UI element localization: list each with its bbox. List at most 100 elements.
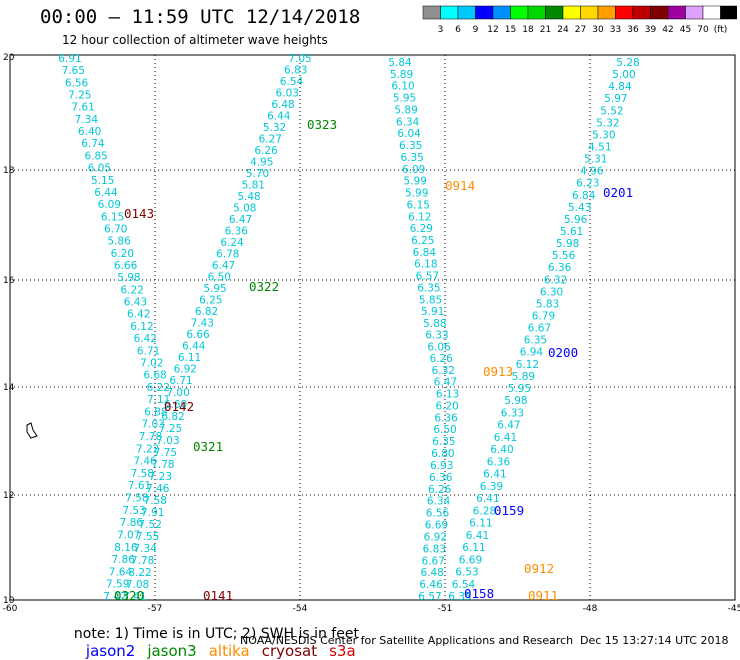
pass-time-label: 0911 [528,588,558,603]
swh-value: 4.95 [250,157,273,169]
swh-value: 6.42 [134,333,157,345]
pass-time-label: 0913 [483,364,513,379]
swh-value: 6.50 [433,424,456,436]
swh-value: 5.99 [405,188,428,200]
swh-value: 7.00 [166,387,189,399]
swh-value: 6.25 [411,235,434,247]
colorbar-tick-label: 21 [540,25,551,35]
swh-value: 6.26 [254,145,278,157]
map-frame [9,54,736,601]
swh-value: 6.88 [144,406,167,418]
colorbar-tick-label: 36 [627,25,639,35]
pass-time-label: 0912 [524,561,554,576]
swh-value: 6.41 [476,493,499,505]
swh-value: 7.07 [117,529,140,541]
swh-value: 5.15 [91,175,114,187]
generation-timestamp: Dec 15 13:27:14 UTC 2018 [580,634,729,647]
swh-value: 6.66 [186,329,210,341]
swh-value: 6.56 [426,508,450,520]
swh-value: 7.02 [140,357,163,369]
y-tick-label: 18 [3,166,15,176]
swh-value: 4.84 [608,81,632,93]
swh-value: 7.78 [139,431,162,443]
swh-value: 6.03 [276,88,299,100]
swh-value: 6.11 [462,542,485,554]
swh-value: 6.47 [434,377,457,389]
credit-text: NOAA/NESDIS Center for Satellite Applica… [240,634,574,647]
swh-value: 5.95 [203,283,226,295]
swh-value: 6.36 [487,456,511,468]
swh-value: 5.89 [390,69,413,81]
swh-value: 6.35 [524,335,547,347]
swh-value: 7.75 [154,447,177,459]
swh-value: 6.26 [429,353,453,365]
swh-value: 6.15 [101,211,124,223]
swh-value: 7.78 [131,555,154,567]
swh-value: 7.78 [151,459,174,471]
swh-value: 7.61 [71,102,94,114]
swh-value: 6.23 [576,178,599,190]
pass-time-label: 0141 [203,588,233,603]
y-tick-label: 10 [3,596,15,606]
swh-value: 7.41 [123,591,146,603]
y-tick-label: 16 [3,276,15,286]
swh-value: 6.11 [469,518,492,530]
swh-value: 6.83 [284,65,307,77]
swh-value: 6.09 [98,199,121,211]
swh-value: 6.83 [423,543,446,555]
swh-value: 7.65 [62,65,85,77]
swh-value: 5.95 [508,383,531,395]
colorbar-tick-label: 39 [645,25,657,35]
swh-value: 6.28 [473,505,496,517]
swh-value: 5.99 [404,176,427,188]
swh-value: 7.86 [120,517,144,529]
x-tick-label: -57 [148,604,163,614]
swh-value: 8.16 [114,542,138,554]
swh-value: 5.48 [237,191,260,203]
swh-value: 7.58 [131,468,154,480]
legend-jason3: jason3 [147,642,197,660]
pass-time-label: 0200 [548,345,578,360]
page-title: 00:00 – 11:59 UTC 12/14/2018 [40,6,361,28]
swh-value: 6.56 [65,77,89,89]
swh-value: 7.23 [149,471,172,483]
swh-value: 7.03 [156,435,179,447]
swh-value: 7.08 [126,579,149,591]
swh-value: 7.46 [146,483,170,495]
swh-value: 6.40 [78,126,101,138]
swh-value: 6.41 [466,530,489,542]
swh-value: 6.54 [452,579,476,591]
swh-value: 6.35 [432,436,455,448]
swh-value: 6.47 [212,260,235,272]
swh-value: 7.25 [68,90,91,102]
swh-value: 6.36 [434,412,458,424]
swh-value: 7.11 [147,394,170,406]
swh-value: 5.31 [584,154,607,166]
swh-value: 7.55 [136,531,159,543]
swh-value: 6.66 [114,260,138,272]
swh-value: 6.15 [407,199,430,211]
swh-value: 6.39 [480,481,503,493]
swh-value: 7.53 [122,505,145,517]
swh-value: 5.89 [394,104,417,116]
swh-value: 6.25 [199,295,222,307]
swh-value: 5.28 [616,57,639,69]
pass-time-label: 0142 [164,399,194,414]
swh-value: 6.70 [104,223,127,235]
swh-value: 5.32 [263,122,286,134]
swh-value: 6.78 [216,249,239,261]
colorbar-tick-label: 15 [505,25,516,35]
swh-value: 6.47 [229,214,252,226]
swh-value: 6.50 [208,272,231,284]
x-tick-label: -60 [3,604,18,614]
swh-value: 7.58 [125,493,148,505]
swh-value: 6.82 [161,411,184,423]
page-subtitle: 12 hour collection of altimeter wave hei… [62,33,328,47]
swh-value: 6.12 [408,211,431,223]
swh-value: 6.44 [267,111,291,123]
x-tick-label: -51 [438,604,453,614]
swh-value: 7.05 [288,53,311,65]
swh-value: 6.34 [396,116,420,128]
swh-value: 5.61 [560,226,583,238]
pass-time-label: 0322 [249,279,279,294]
